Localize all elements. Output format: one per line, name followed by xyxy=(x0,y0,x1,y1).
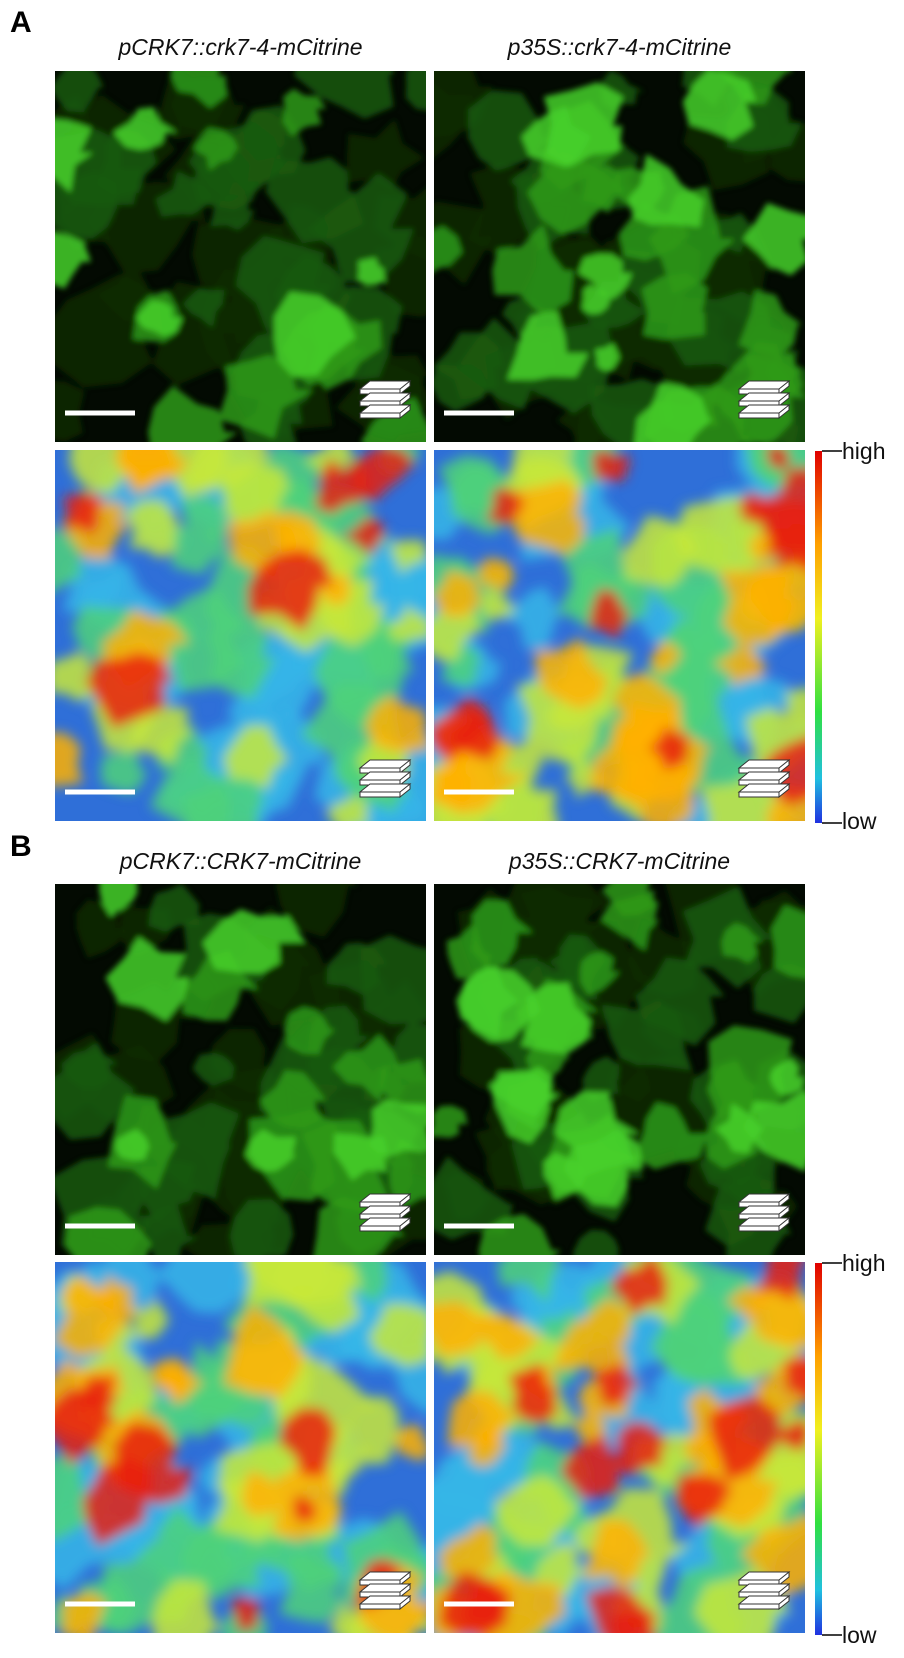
stack-icon xyxy=(739,1572,789,1609)
stack-layer xyxy=(360,1194,410,1207)
stack-layer xyxy=(360,1572,410,1585)
fluorescence-image xyxy=(55,884,426,1255)
stack-layer xyxy=(739,405,789,418)
stack-layer xyxy=(360,1218,410,1231)
stack-layer xyxy=(739,1206,789,1219)
stack-layer xyxy=(360,381,410,394)
stack-layer xyxy=(360,1206,410,1219)
column-title: p35S::CRK7-mCitrine xyxy=(434,848,805,875)
stack-icon xyxy=(739,381,789,418)
figure: A pCRK7::crk7-4-mCitrine p35S::crk7-4-mC… xyxy=(0,0,904,1658)
stack-layer xyxy=(739,381,789,394)
heatmap-image xyxy=(55,450,426,821)
heatmap-image xyxy=(434,450,805,821)
stack-layer xyxy=(739,772,789,785)
panel-label: A xyxy=(10,6,32,40)
fluorescence-image xyxy=(434,884,805,1255)
stack-layer xyxy=(739,760,789,773)
color-scale xyxy=(812,1261,852,1637)
stack-icon xyxy=(360,760,410,797)
stack-layer xyxy=(739,1218,789,1231)
stack-icon xyxy=(360,1572,410,1609)
stack-icon xyxy=(360,1194,410,1231)
stack-layer xyxy=(360,405,410,418)
stack-layer xyxy=(360,784,410,797)
stack-layer xyxy=(739,1596,789,1609)
cell xyxy=(360,935,426,1024)
fluorescence-image xyxy=(55,71,426,442)
column-title: pCRK7::CRK7-mCitrine xyxy=(55,848,426,875)
color-scale xyxy=(812,449,852,825)
color-bar xyxy=(815,451,822,823)
stack-layer xyxy=(739,1572,789,1585)
stack-layer xyxy=(739,1194,789,1207)
stack-layer xyxy=(360,1584,410,1597)
stack-icon xyxy=(360,381,410,418)
stack-layer xyxy=(360,1596,410,1609)
stack-icon xyxy=(739,1194,789,1231)
column-title: p35S::crk7-4-mCitrine xyxy=(434,34,805,61)
heatmap-image xyxy=(434,1262,805,1633)
stack-layer xyxy=(360,772,410,785)
stack-layer xyxy=(739,784,789,797)
heatmap-image xyxy=(55,1262,426,1633)
fluorescence-image xyxy=(434,71,805,442)
stack-layer xyxy=(739,393,789,406)
stack-icon xyxy=(739,760,789,797)
stack-layer xyxy=(739,1584,789,1597)
column-title: pCRK7::crk7-4-mCitrine xyxy=(55,34,426,61)
color-bar xyxy=(815,1263,822,1635)
stack-layer xyxy=(360,393,410,406)
stack-layer xyxy=(360,760,410,773)
panel-label: B xyxy=(10,830,32,864)
